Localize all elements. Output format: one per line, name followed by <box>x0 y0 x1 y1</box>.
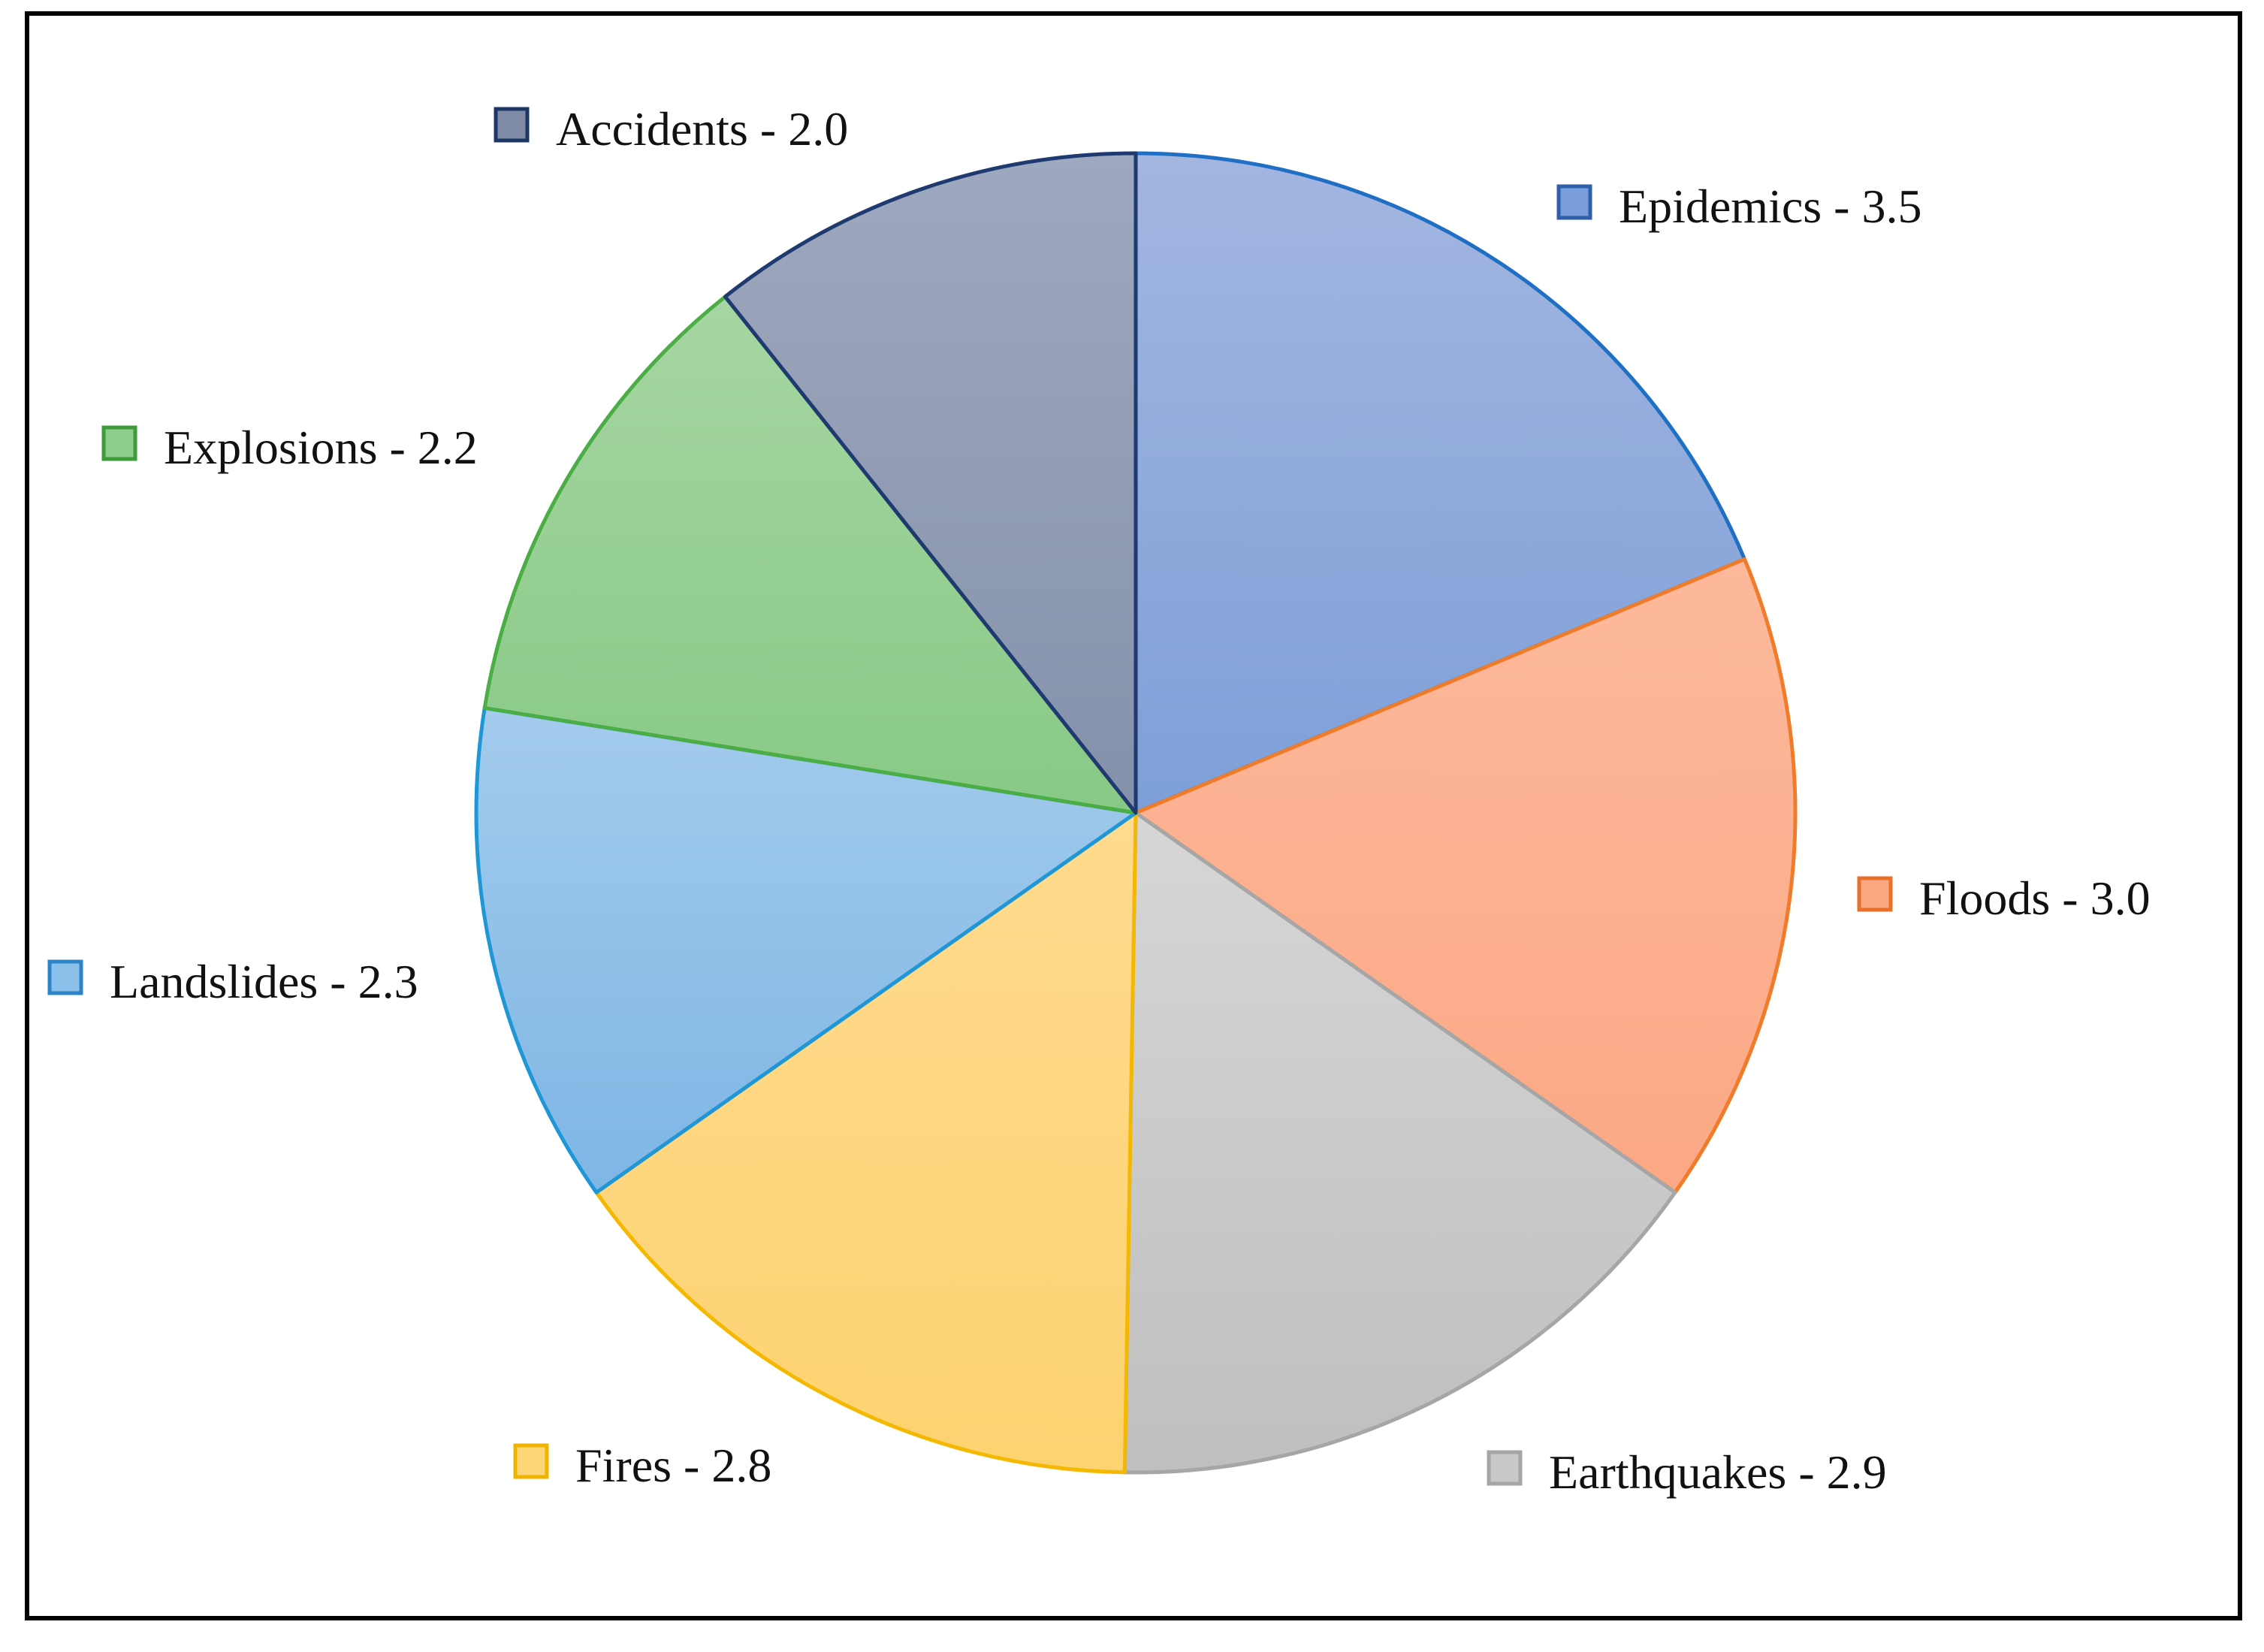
legend-swatch-earthquakes <box>1487 1450 1523 1486</box>
legend-swatch-floods <box>1857 876 1893 912</box>
slice-label-floods: Floods - 3.0 <box>1919 871 2151 925</box>
pie-slice-floods <box>1134 557 1798 1194</box>
pie-slices <box>474 151 1798 1475</box>
pie-slice-epidemics <box>1134 151 1746 815</box>
slice-label-accidents: Accidents - 2.0 <box>556 102 848 156</box>
slice-label-landslides: Landslides - 2.3 <box>110 955 418 1008</box>
legend-swatch-accidents <box>494 107 530 143</box>
legend-swatch-explosions <box>101 425 137 461</box>
legend-swatch-epidemics <box>1556 184 1592 220</box>
slice-label-epidemics: Epidemics - 3.5 <box>1619 180 1921 233</box>
slice-label-earthquakes: Earthquakes - 2.9 <box>1549 1445 1887 1499</box>
pie-slice-fires <box>594 811 1138 1475</box>
pie-slice-explosions <box>482 294 1138 815</box>
slice-label-fires: Fires - 2.8 <box>575 1439 771 1492</box>
pie-slice-accidents <box>723 151 1138 815</box>
legend-swatch-fires <box>513 1443 549 1479</box>
slice-label-explosions: Explosions - 2.2 <box>164 421 478 474</box>
pie-slice-landslides <box>474 705 1138 1194</box>
pie-slice-earthquakes <box>1122 811 1677 1475</box>
pie-labels: Epidemics - 3.5 Floods - 3.0 Earthquakes -… <box>47 102 2151 1499</box>
legend-swatch-landslides <box>47 959 83 995</box>
